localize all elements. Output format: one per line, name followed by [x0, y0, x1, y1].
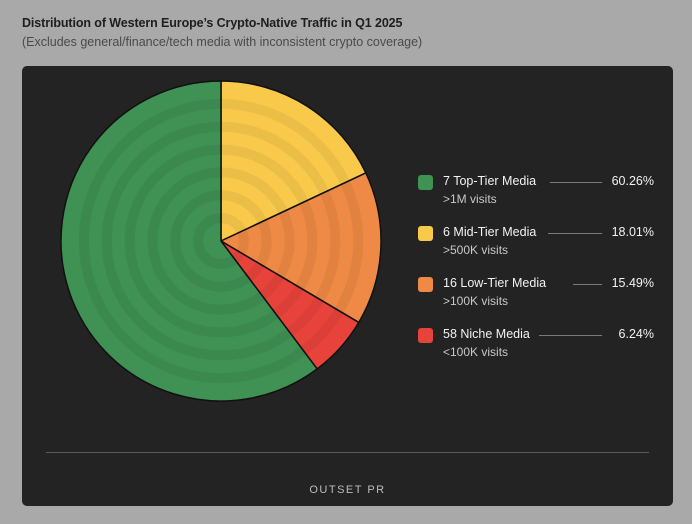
legend-item: 6 Mid-Tier Media >500K visits 18.01% — [418, 225, 658, 265]
pie-shading-ring — [78, 98, 364, 384]
legend-label: 6 Mid-Tier Media — [443, 225, 537, 239]
legend-swatch — [418, 328, 433, 343]
legend-swatch — [418, 175, 433, 190]
legend-percent: 18.01% — [611, 225, 654, 239]
legend-swatch — [418, 277, 433, 292]
legend-swatch — [418, 226, 433, 241]
chart-title: Distribution of Western Europe’s Crypto-… — [22, 16, 403, 30]
legend-leader-line — [550, 182, 602, 183]
legend-label: 16 Low-Tier Media — [443, 276, 547, 290]
chart-card: 7 Top-Tier Media >1M visits 60.26% 6 Mid-Ti… — [22, 66, 673, 506]
legend-percent: 6.24% — [618, 327, 654, 341]
legend-item: 7 Top-Tier Media >1M visits 60.26% — [418, 174, 658, 214]
legend-percent: 60.26% — [611, 174, 654, 188]
pie-slice-3 — [220, 172, 382, 324]
pie-shading-ring — [124, 144, 318, 338]
pie-slice-1 — [60, 80, 318, 402]
pie-slice-2 — [220, 80, 367, 242]
legend-leader-line — [573, 284, 602, 285]
brand-logo: OUTSET PR — [309, 484, 386, 496]
legend-leader-line — [539, 335, 602, 336]
pie-chart — [60, 80, 382, 402]
legend-percent: 15.49% — [611, 276, 654, 290]
pie-shading-ring — [170, 190, 272, 292]
chart-subtitle: (Excludes general/finance/tech media wit… — [22, 35, 423, 49]
legend-label: 58 Niche Media — [443, 327, 530, 341]
legend-label: 7 Top-Tier Media — [443, 174, 537, 188]
pie-shading-ring — [101, 121, 341, 361]
pie-shading-ring — [193, 213, 249, 269]
divider — [46, 452, 649, 453]
legend-leader-line — [548, 233, 602, 234]
legend-sublabel: >500K visits — [443, 243, 509, 257]
legend-sublabel: <100K visits — [443, 345, 509, 359]
legend-sublabel: >1M visits — [443, 192, 497, 206]
legend-sublabel: >100K visits — [443, 294, 509, 308]
legend-item: 58 Niche Media <100K visits 6.24% — [418, 327, 658, 367]
pie-shading-ring — [147, 167, 295, 315]
legend-item: 16 Low-Tier Media >100K visits 15.49% — [418, 276, 658, 316]
